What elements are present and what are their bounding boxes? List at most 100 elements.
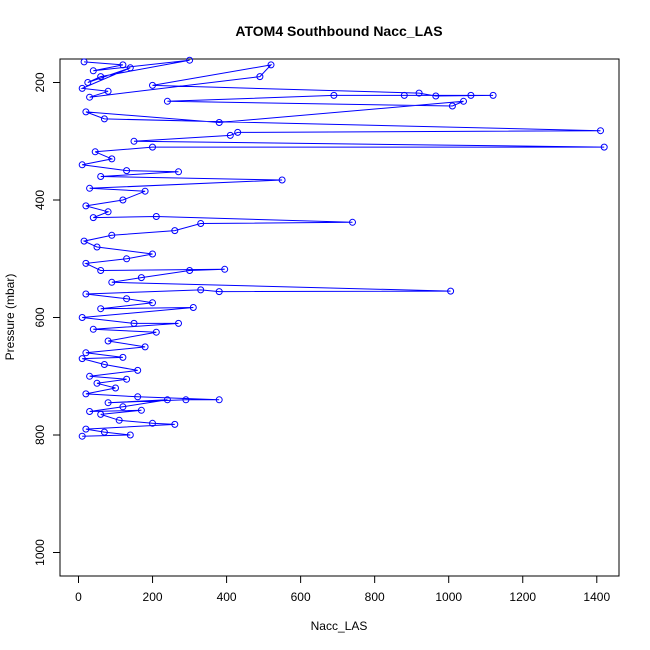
data-point bbox=[600, 143, 608, 151]
data-point bbox=[100, 361, 108, 368]
x-tick-label: 600 bbox=[291, 590, 311, 604]
data-point bbox=[104, 208, 112, 216]
data-point bbox=[97, 267, 105, 274]
x-tick-label: 1000 bbox=[435, 590, 462, 604]
data-point bbox=[89, 67, 97, 75]
data-point bbox=[100, 115, 108, 123]
data-point bbox=[119, 353, 127, 361]
data-point bbox=[149, 143, 156, 151]
data-point bbox=[104, 87, 112, 95]
data-point bbox=[256, 73, 264, 81]
x-tick-label: 1400 bbox=[583, 590, 610, 604]
data-point bbox=[82, 290, 90, 298]
data-point bbox=[82, 425, 90, 433]
x-tick-label: 0 bbox=[75, 590, 82, 604]
data-point bbox=[149, 299, 156, 307]
data-point bbox=[349, 218, 356, 226]
x-axis: 0 200 400 600 800 1000 1200 1400 bbox=[75, 575, 610, 604]
data-point bbox=[97, 305, 105, 313]
data-point bbox=[126, 64, 134, 72]
data-point bbox=[467, 91, 475, 99]
data-point bbox=[119, 196, 127, 204]
data-point bbox=[78, 314, 86, 321]
data-point bbox=[89, 325, 97, 333]
data-point bbox=[226, 131, 234, 139]
data-point bbox=[86, 184, 94, 192]
data-point bbox=[137, 274, 145, 282]
data-point bbox=[100, 428, 108, 436]
data-point bbox=[234, 128, 242, 136]
data-point bbox=[149, 419, 156, 427]
y-tick-label: 400 bbox=[33, 190, 47, 210]
data-point bbox=[108, 231, 116, 239]
data-point bbox=[171, 420, 179, 428]
data-point bbox=[278, 176, 286, 184]
data-point bbox=[112, 384, 119, 392]
data-point bbox=[78, 84, 86, 92]
data-point bbox=[78, 161, 86, 169]
data-point bbox=[597, 127, 604, 135]
data-point bbox=[149, 81, 156, 89]
data-point bbox=[134, 393, 142, 401]
x-tick-label: 800 bbox=[365, 590, 385, 604]
data-point bbox=[141, 343, 149, 351]
data-point bbox=[215, 396, 223, 404]
data-point bbox=[115, 416, 123, 424]
data-point bbox=[489, 91, 497, 99]
y-axis-label: Pressure (mbar) bbox=[3, 274, 17, 361]
data-point bbox=[163, 396, 171, 404]
data-point bbox=[80, 58, 88, 66]
data-point bbox=[447, 287, 455, 295]
data-point bbox=[330, 91, 338, 99]
data-point bbox=[432, 92, 440, 100]
data-point bbox=[82, 349, 90, 357]
data-point bbox=[78, 355, 86, 363]
data-point bbox=[175, 319, 182, 327]
data-point bbox=[80, 237, 88, 245]
y-axis: 200 400 600 800 1000 bbox=[33, 72, 61, 566]
y-tick-label: 1000 bbox=[33, 539, 47, 566]
data-point bbox=[123, 375, 131, 383]
data-point bbox=[152, 213, 160, 220]
data-point bbox=[175, 168, 182, 176]
data-point bbox=[197, 286, 205, 294]
data-point bbox=[137, 406, 145, 414]
data-point bbox=[84, 79, 92, 86]
data-point bbox=[163, 97, 171, 105]
data-point bbox=[134, 366, 142, 374]
data-point bbox=[460, 97, 467, 105]
data-point bbox=[215, 119, 223, 126]
data-point bbox=[197, 220, 205, 227]
data-point bbox=[108, 155, 116, 163]
data-point bbox=[141, 187, 149, 195]
chart-title: ATOM4 Southbound Nacc_LAS bbox=[235, 23, 442, 39]
data-point bbox=[82, 259, 90, 267]
data-point bbox=[86, 408, 94, 415]
x-axis-label: Nacc_LAS bbox=[311, 619, 368, 633]
data-point bbox=[415, 89, 423, 97]
data-point bbox=[126, 431, 134, 439]
data-point bbox=[93, 379, 101, 387]
data-point bbox=[86, 93, 94, 101]
data-point bbox=[108, 278, 116, 286]
plot-frame bbox=[59, 58, 620, 577]
data-point bbox=[97, 410, 105, 418]
data-point bbox=[400, 91, 408, 99]
data-point bbox=[93, 243, 101, 251]
data-point bbox=[215, 288, 223, 296]
data-point bbox=[97, 73, 105, 81]
data-point bbox=[448, 102, 456, 110]
x-tick-label: 200 bbox=[143, 590, 163, 604]
data-point bbox=[182, 396, 190, 404]
data-point bbox=[123, 255, 131, 263]
y-tick-label: 200 bbox=[33, 72, 47, 92]
data-point bbox=[130, 319, 138, 327]
data-point bbox=[82, 202, 90, 210]
data-point bbox=[119, 61, 127, 69]
data-point bbox=[104, 399, 112, 407]
data-point bbox=[186, 267, 194, 274]
data-point bbox=[82, 108, 90, 116]
data-point bbox=[123, 167, 131, 175]
y-tick-label: 800 bbox=[33, 425, 47, 445]
data-point bbox=[78, 432, 86, 440]
